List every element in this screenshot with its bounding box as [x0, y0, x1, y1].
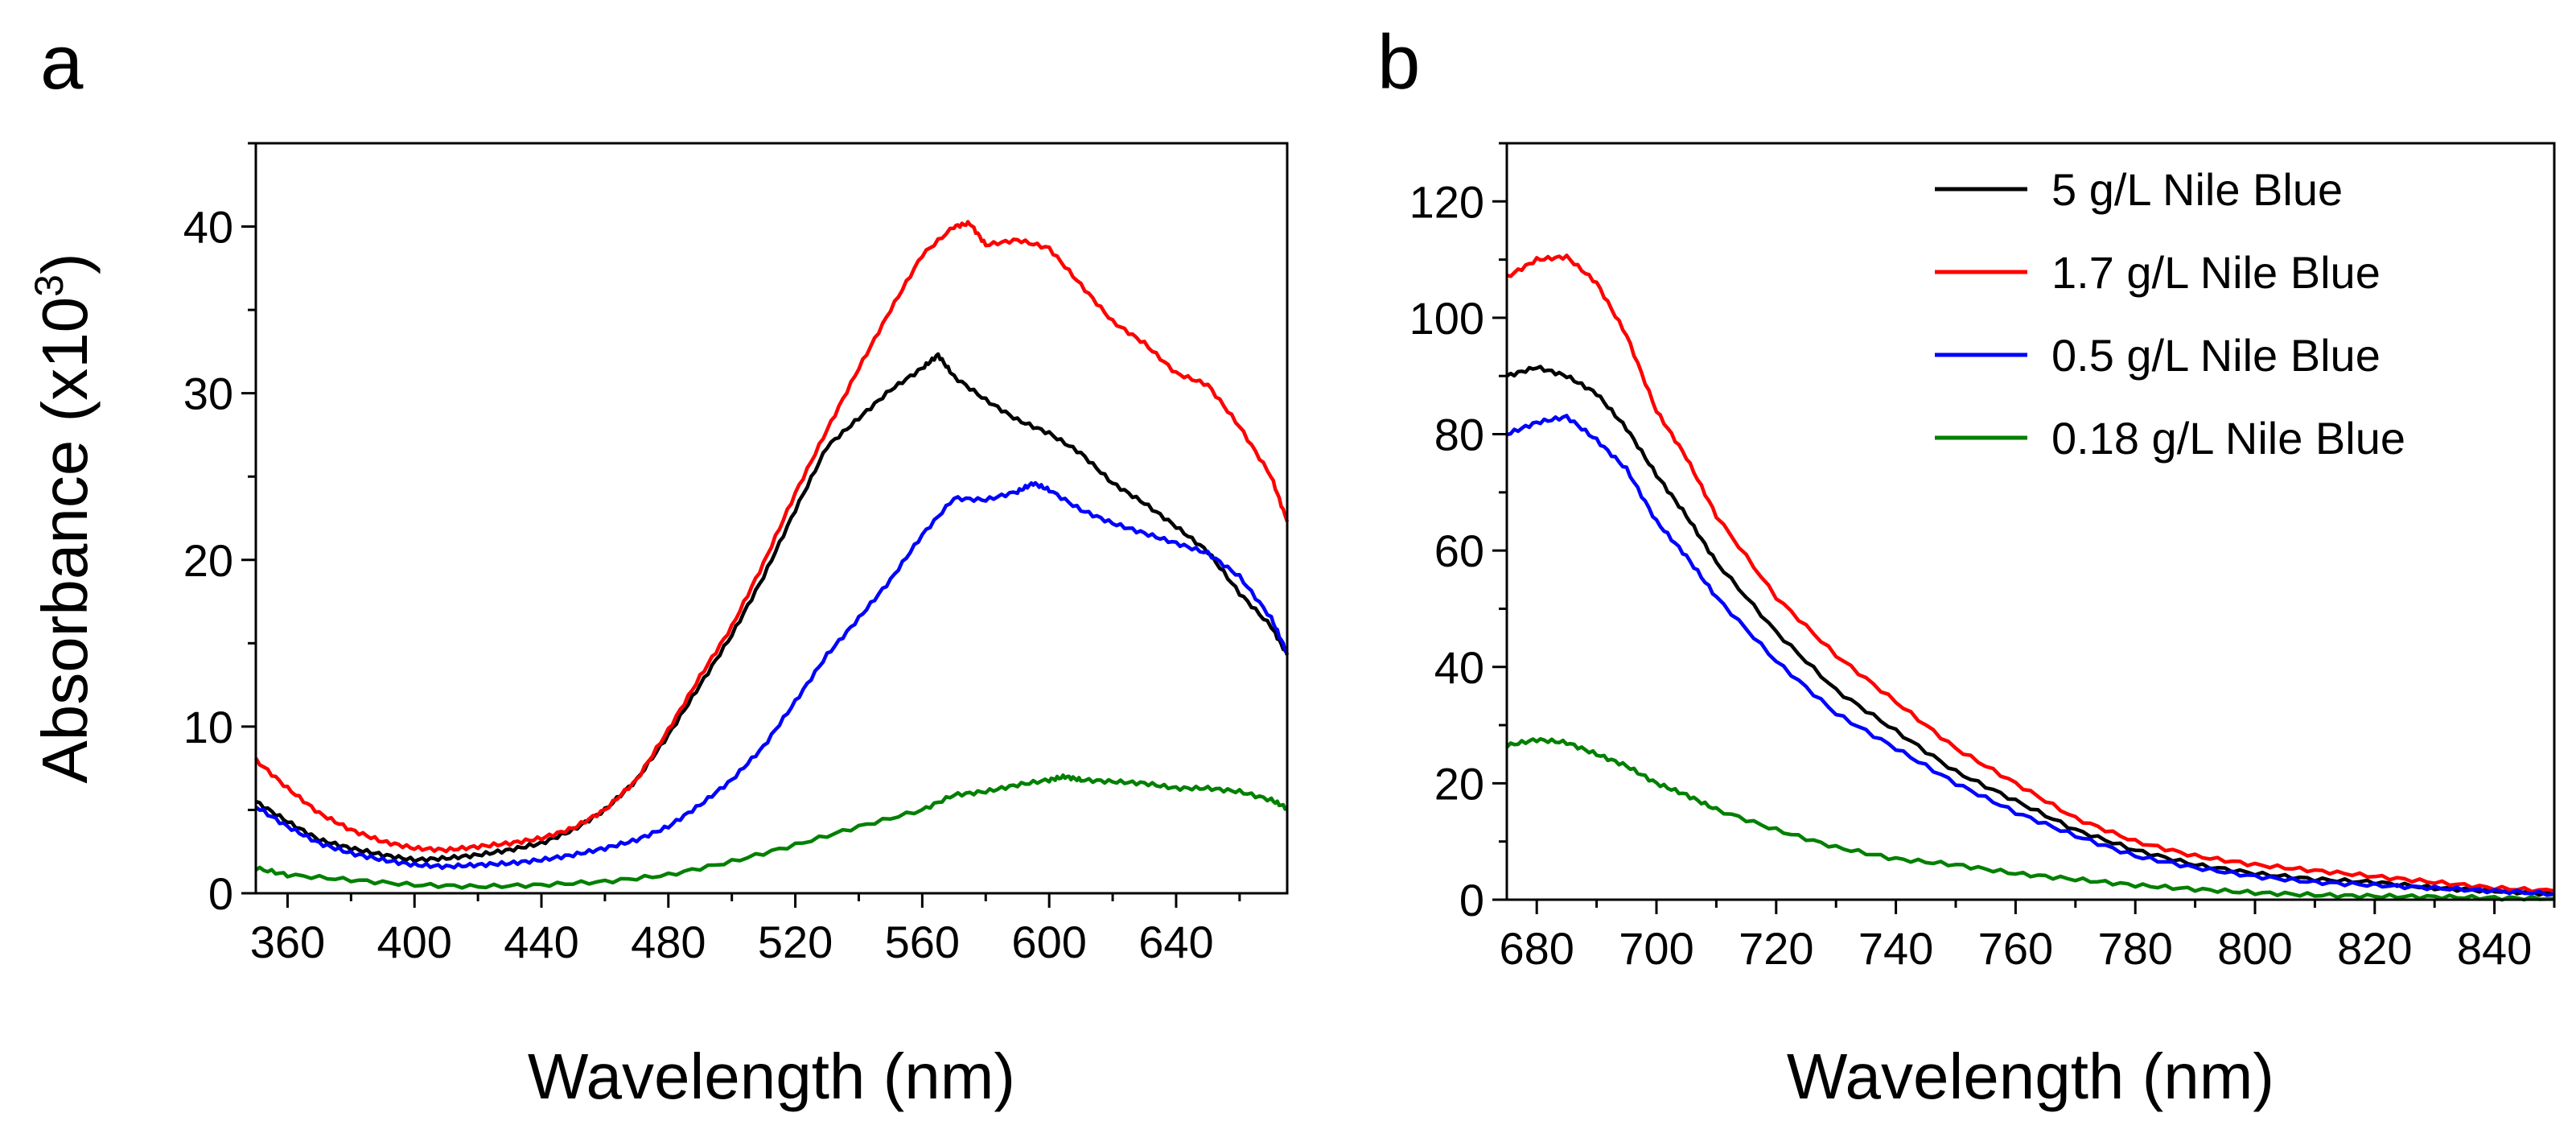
x-tick-label: 640 — [1138, 917, 1213, 967]
y-tick-label: 0 — [208, 868, 233, 919]
series-line-0-5-g-l-nile-blue — [1506, 414, 2555, 897]
y-tick-label: 10 — [183, 702, 233, 752]
legend-label: 5 g/L Nile Blue — [2051, 164, 2343, 215]
panel-b-chart: b 680 700 720 740 760 780 800 820 840 0 20 40 60 80 10… — [1377, 19, 2556, 1112]
y-tick-label: 120 — [1409, 176, 1484, 227]
panel-a-x-axis-title: Wavelength (nm) — [528, 1041, 1015, 1112]
panel-a-chart: a 360 400 440 480 520 560 600 640 0 10 20 30 40 Wave… — [27, 19, 1290, 1112]
x-tick-label: 480 — [631, 917, 706, 967]
panel-a-label: a — [40, 19, 84, 105]
series-line-0-18-g-l-nile-blue — [1505, 736, 2555, 902]
x-tick-label: 700 — [1619, 923, 1693, 974]
x-tick-label: 520 — [758, 917, 833, 967]
x-tick-label: 800 — [2217, 923, 2292, 974]
x-tick-label: 760 — [1978, 923, 2053, 974]
series-line-5-g-l-nile-blue — [255, 352, 1290, 863]
y-tick-label: 40 — [183, 202, 233, 253]
y-tick-label: 60 — [1434, 525, 1484, 576]
panel-a-plot-frame — [254, 142, 1289, 895]
x-tick-label: 740 — [1858, 923, 1933, 974]
series-line-0-5-g-l-nile-blue — [254, 480, 1289, 871]
y-tick-label: 40 — [1434, 642, 1484, 693]
panel-b-plot-frame — [1505, 142, 2556, 901]
y-tick-label: 0 — [1459, 875, 1484, 925]
series-line-5-g-l-nile-blue — [1505, 365, 2555, 897]
y-tick-label: 20 — [183, 535, 233, 586]
x-tick-label: 840 — [2457, 923, 2532, 974]
series-line-1-7-g-l-nile-blue — [254, 220, 1290, 854]
y-axis-title-superscript: 3 — [27, 274, 72, 297]
series-line-0-18-g-l-nile-blue — [254, 773, 1288, 890]
x-tick-label: 360 — [250, 917, 325, 967]
series-line-1-7-g-l-nile-blue — [1506, 253, 2555, 894]
legend-label: 1.7 g/L Nile Blue — [2051, 247, 2381, 298]
panel-a-y-axis-title: Absorbance (x103) — [27, 253, 101, 783]
x-tick-label: 600 — [1011, 917, 1086, 967]
x-tick-label: 820 — [2337, 923, 2412, 974]
x-tick-label: 680 — [1499, 923, 1574, 974]
y-tick-label: 20 — [1434, 758, 1484, 809]
legend-label: 0.18 g/L Nile Blue — [2051, 413, 2405, 464]
x-tick-label: 400 — [377, 917, 452, 967]
x-tick-label: 720 — [1739, 923, 1813, 974]
x-tick-label: 560 — [885, 917, 960, 967]
y-axis-title-close: ) — [29, 253, 101, 274]
x-tick-label: 780 — [2097, 923, 2172, 974]
panel-b-x-axis-title: Wavelength (nm) — [1787, 1041, 2274, 1112]
panel-b-legend: 5 g/L Nile Blue 1.7 g/L Nile Blue 0.5 g/L … — [1935, 164, 2405, 464]
panel-b-label: b — [1377, 19, 1420, 105]
legend-label: 0.5 g/L Nile Blue — [2051, 330, 2381, 381]
y-tick-label: 30 — [183, 369, 233, 419]
x-tick-label: 440 — [504, 917, 578, 967]
y-tick-label: 80 — [1434, 410, 1484, 460]
y-axis-title-text: Absorbance (x10 — [29, 297, 101, 784]
y-tick-label: 100 — [1409, 293, 1484, 344]
